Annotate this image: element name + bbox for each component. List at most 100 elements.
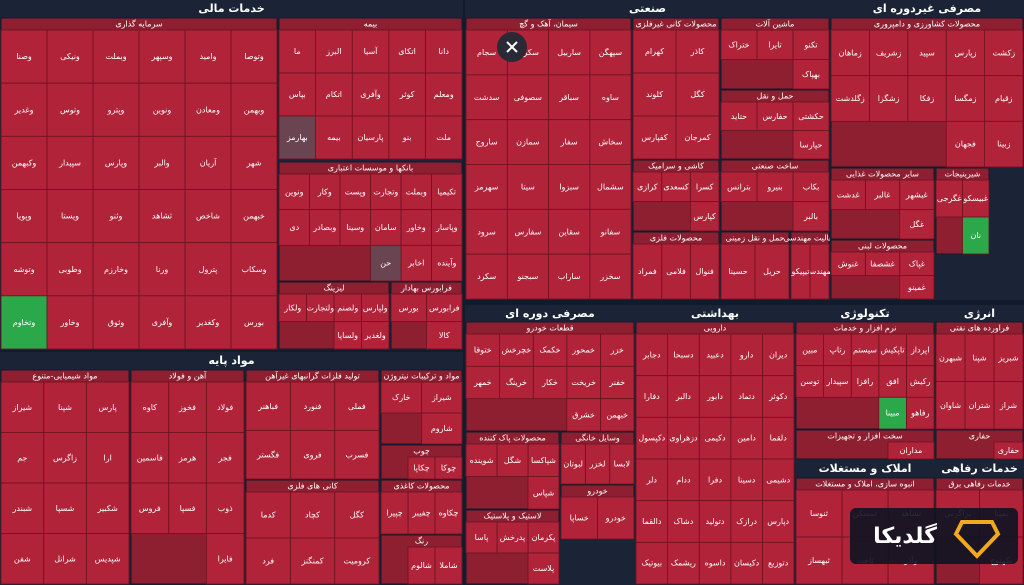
stock-tile	[46, 82, 94, 137]
stock-name: وخارزم	[104, 265, 128, 274]
stock-name: ولصنم	[337, 303, 358, 312]
stock-tile	[584, 443, 611, 485]
stock-name: سپیدار	[58, 158, 81, 167]
stock-name: بیوتیک	[642, 559, 663, 568]
stock-tile	[431, 173, 463, 211]
stock-name: دفرا	[708, 475, 722, 484]
stock-tile	[830, 251, 866, 276]
stock-name: غبیسکو	[962, 194, 988, 203]
stock-tile	[698, 375, 732, 418]
stock-name: کهرام	[645, 47, 664, 56]
stock-name: دکیسان	[734, 559, 760, 568]
stock-name: ذوب	[218, 504, 233, 513]
stock-name: وغدیر	[14, 105, 34, 114]
stock-name: فلامی	[666, 267, 686, 276]
stock-name: والبر	[153, 158, 169, 167]
stock-tile	[496, 443, 529, 477]
stock-tile	[407, 456, 436, 480]
subsector-title: قطعات خودرو	[525, 324, 573, 333]
stock-name: شاروم	[431, 424, 453, 433]
stock-name: شبندر	[12, 504, 33, 513]
stock-tile	[698, 458, 732, 502]
stock-name: وتجارت	[373, 187, 398, 196]
stock-name: زکشت	[992, 48, 1015, 57]
stock-tile	[635, 416, 669, 460]
stock-tile	[92, 135, 140, 190]
stock-name: شهر	[246, 158, 262, 167]
stock-name: توسن	[800, 377, 819, 386]
stock-tile	[830, 179, 866, 210]
stock-tile	[609, 443, 635, 485]
stock-tile	[334, 381, 380, 431]
stock-tile	[689, 243, 720, 300]
stock-name: اخابر	[407, 259, 424, 268]
subsector-title: مواد و ترکیبات نیتروژن	[383, 372, 459, 381]
stock-name: شپاکسا	[531, 456, 556, 465]
stock-name: وتوشه	[13, 265, 34, 274]
stock-name: چفیبر	[411, 509, 430, 518]
stock-tile	[589, 208, 632, 255]
stock-tile	[506, 119, 549, 165]
subsector-title: حمل و نقل	[757, 92, 794, 101]
stock-name: هرمز	[178, 453, 196, 462]
stock-name: وکبهمن	[12, 158, 37, 167]
stock-tile	[698, 500, 732, 543]
stock-tile	[506, 208, 549, 255]
stock-name: زگلدشت	[836, 93, 865, 103]
stock-name: آسیا	[364, 46, 379, 56]
stock-tile	[993, 381, 1024, 430]
stock-tile	[635, 500, 669, 543]
stock-tile	[465, 74, 508, 121]
stock-tile	[762, 541, 795, 585]
stock-tile	[600, 333, 635, 367]
stock-name: شیراز	[431, 393, 452, 402]
stock-name: دلقما	[770, 434, 788, 443]
stock-tile	[339, 209, 371, 246]
stock-name: دالقما	[642, 517, 662, 526]
stock-name: دیران	[769, 350, 788, 359]
stock-name: فروس	[139, 504, 161, 513]
stock-name: بورس	[399, 303, 419, 312]
stock-name: ساربیل	[557, 48, 581, 57]
stock-tile	[689, 201, 720, 232]
stock-name: کمنگنز	[300, 556, 323, 566]
stock-tile	[434, 546, 463, 585]
stock-tile	[878, 396, 907, 430]
stock-name: شراز	[999, 401, 1018, 410]
stock-name: کمرجان	[684, 133, 710, 142]
stock-tile	[730, 500, 763, 543]
stock-name: ونوین	[153, 105, 172, 114]
stock-name: سکرما	[517, 48, 540, 57]
stock-name: کاذر	[690, 47, 705, 56]
stock-name: تیپیکو	[790, 267, 809, 276]
stock-name: خودرو	[605, 514, 626, 523]
stock-name: ونوین	[285, 187, 304, 196]
stock-tile	[43, 432, 87, 484]
subsector-title: چوب	[413, 447, 430, 456]
subsector-title: محصولات پاک کننده	[479, 434, 546, 443]
stock-name: سباقر	[558, 93, 579, 102]
stock-tile	[168, 482, 207, 534]
stock-name: وتخاوم	[13, 318, 36, 327]
stock-tile	[315, 72, 353, 117]
stock-name: سبزوا	[559, 182, 579, 191]
stock-tile	[85, 533, 130, 585]
subsector-title: ماشین آلات	[756, 19, 795, 29]
stock-name: کوثر	[399, 90, 415, 99]
stock-name: جم	[17, 453, 27, 462]
stock-tile	[0, 533, 45, 585]
stock-name: وپترو	[107, 105, 125, 114]
sector-title: بهداشتی	[691, 307, 739, 320]
stock-name: ساوه	[602, 93, 619, 102]
stock-name: سفارس	[514, 227, 541, 236]
stock-tile	[792, 201, 830, 232]
stock-name: وآفری	[360, 89, 381, 99]
stock-name: دتماد	[738, 392, 755, 401]
stock-name: شپنا	[973, 353, 987, 362]
stock-name: ولکار	[283, 303, 301, 312]
stock-tile	[869, 75, 909, 122]
stock-name: شسپا	[56, 504, 75, 513]
subsector-title: وسایل خانگی	[575, 433, 620, 443]
stock-name: تکنو	[803, 40, 817, 49]
stock-tile	[424, 29, 463, 74]
